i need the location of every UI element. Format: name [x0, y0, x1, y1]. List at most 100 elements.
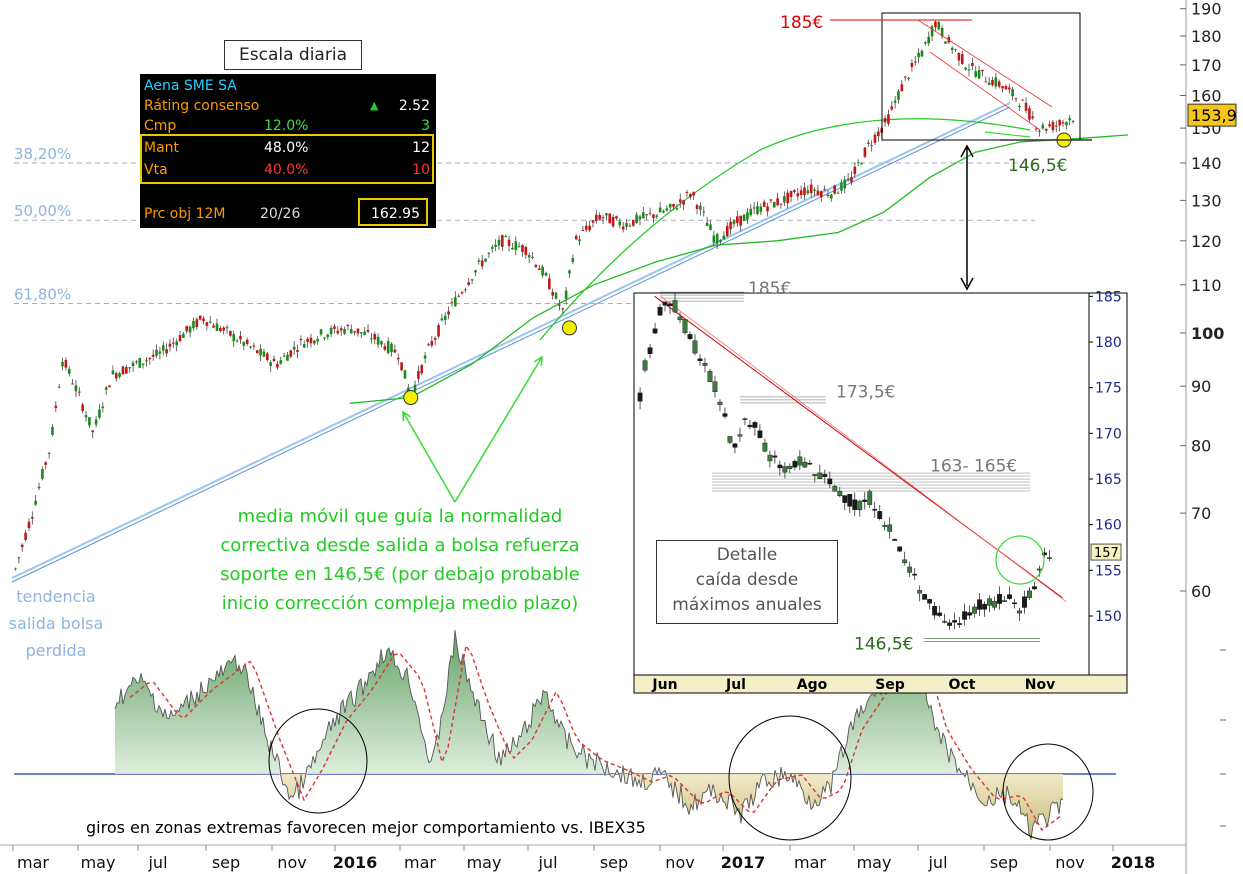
candle-body: [638, 216, 642, 220]
candle-body: [235, 340, 239, 342]
price-tick-label: 80: [1191, 437, 1211, 456]
candle-body: [615, 216, 618, 219]
candle-body: [964, 67, 967, 70]
detail-candle-body: [732, 443, 738, 448]
candle-body: [561, 308, 565, 310]
candle-body: [215, 323, 219, 331]
candle-body: [460, 292, 464, 294]
buy-label: Cmp: [144, 118, 177, 134]
time-tick-label: jul: [927, 853, 947, 872]
candle-body: [54, 405, 58, 409]
sell-label: Vta: [144, 162, 168, 178]
candle-body: [266, 353, 269, 361]
detail-candle-body: [917, 590, 923, 594]
detail-candle-body: [797, 456, 803, 466]
buy-row: Cmp 12.0% 3: [144, 116, 430, 136]
candle-body: [225, 327, 229, 329]
candle-body: [937, 21, 941, 30]
candle-body: [61, 361, 64, 367]
detail-price-label: 185: [1095, 289, 1122, 305]
price-tick-label: 140: [1191, 154, 1222, 173]
extreme-zone-circle: [1002, 743, 1094, 841]
candle-body: [165, 349, 168, 354]
candle-body: [1034, 128, 1038, 130]
candle-body: [699, 205, 702, 210]
detail-candle-body: [757, 430, 763, 439]
candle-body: [920, 50, 924, 57]
candle-body: [269, 362, 272, 366]
detail-candle-body: [1027, 590, 1032, 598]
candle-body: [1021, 99, 1025, 101]
candle-body: [484, 258, 487, 262]
candle-body: [71, 383, 74, 385]
candle-body: [954, 49, 957, 51]
support-point-dot: [403, 390, 419, 406]
candle-body: [924, 42, 927, 44]
time-tick-label: jul: [537, 853, 557, 872]
detail-candle-body: [677, 316, 683, 321]
candle-body: [581, 230, 585, 232]
candle-body: [900, 84, 904, 92]
candle-body: [108, 385, 111, 388]
candle-body: [24, 532, 27, 540]
candle-body: [205, 322, 209, 326]
support-label: 146,5€: [1008, 156, 1067, 176]
time-tick-label: nov: [665, 853, 694, 872]
detail-candle-body: [702, 362, 708, 366]
detail-candle-body: [842, 495, 848, 503]
candle-body: [470, 279, 474, 281]
candle-body: [195, 319, 199, 328]
detail-candle-body: [752, 422, 758, 428]
detail-price-axis: [1088, 292, 1128, 676]
detail-level-label: 173,5€: [836, 382, 895, 402]
price-tick-label: 190: [1191, 0, 1222, 19]
candle-body: [551, 291, 554, 296]
time-tick-label: 2018: [1111, 853, 1156, 872]
candle-body: [631, 219, 635, 226]
candle-body: [944, 41, 947, 44]
candle-body: [779, 203, 783, 205]
candle-body: [467, 282, 471, 286]
detail-candle-body: [782, 466, 788, 473]
candle-body: [903, 76, 907, 78]
candle-body: [121, 366, 125, 375]
candle-body: [913, 61, 917, 63]
candle-body: [376, 336, 380, 345]
candle-body: [403, 370, 407, 379]
detail-price-label: 170: [1095, 426, 1122, 442]
candle-body: [131, 362, 135, 367]
candle-body: [20, 544, 24, 548]
candle-body: [31, 517, 34, 519]
detail-frame: [633, 292, 1128, 694]
detail-candle-body: [957, 623, 962, 625]
detail-candle-body: [792, 460, 798, 468]
price-tick-label: 60: [1191, 582, 1211, 601]
candle-body: [719, 240, 722, 242]
candle-body: [595, 214, 598, 221]
detail-candle-body: [892, 539, 898, 541]
candle-body: [695, 204, 699, 209]
candle-body: [477, 260, 481, 262]
candle-body: [611, 216, 615, 227]
candle-body: [836, 192, 840, 194]
candle-body: [870, 145, 873, 147]
candle-body: [292, 346, 296, 350]
candle-body: [997, 81, 1001, 87]
candle-body: [81, 404, 84, 412]
time-tick-label: mar: [17, 853, 49, 872]
sell-count: 10: [412, 162, 430, 178]
detail-candle-body: [727, 436, 733, 443]
fibonacci-level-label: 50,00%: [14, 202, 71, 220]
candle-body: [897, 91, 900, 100]
candle-body: [1054, 125, 1058, 127]
candle-body: [158, 351, 162, 354]
peak-label: 185€: [780, 13, 823, 33]
detail-candle-body: [952, 620, 958, 623]
candle-body: [511, 247, 514, 250]
detail-candle-body: [717, 401, 723, 405]
candle-body: [809, 184, 813, 194]
candle-body: [161, 345, 165, 351]
candle-body: [537, 268, 541, 270]
